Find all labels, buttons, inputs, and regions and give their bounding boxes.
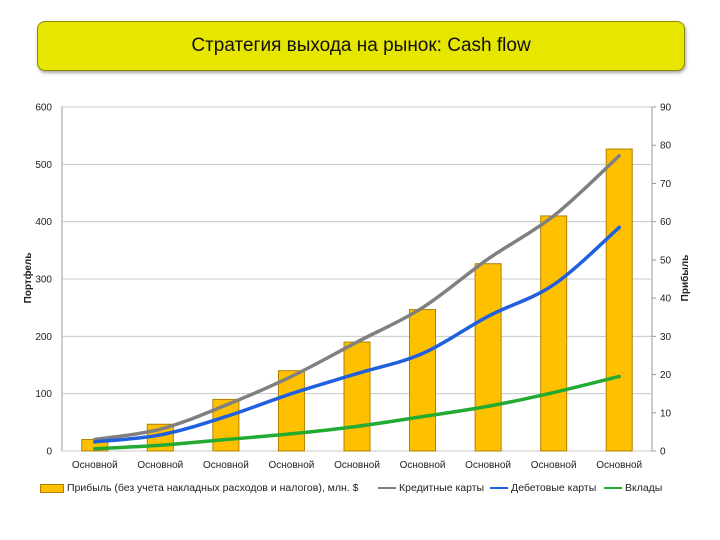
left-axis-title: Портфель bbox=[22, 253, 34, 304]
line-debit-cards bbox=[93, 225, 621, 444]
right-tick-label-30: 30 bbox=[660, 332, 672, 343]
legend-label-debit: Дебетовые карты bbox=[511, 482, 597, 494]
x-tick-label-8: Основной bbox=[531, 460, 577, 471]
x-tick-label-4: Основной bbox=[269, 460, 315, 471]
left-tick-label-400: 400 bbox=[35, 217, 52, 228]
bar-5 bbox=[343, 341, 371, 452]
x-tick-label-7: Основной bbox=[465, 460, 511, 471]
x-tick-label-2: Основной bbox=[137, 460, 183, 471]
bar-7 bbox=[474, 263, 502, 452]
bars-layer bbox=[81, 148, 633, 452]
right-tick-label-20: 20 bbox=[660, 370, 672, 381]
x-tick-label-3: Основной bbox=[203, 460, 249, 471]
right-tick-label-80: 80 bbox=[660, 141, 672, 152]
legend-item-credit: Кредитные карты bbox=[378, 482, 484, 494]
right-tick-label-60: 60 bbox=[660, 217, 672, 228]
right-tick-label-40: 40 bbox=[660, 294, 672, 305]
line-credit-cards bbox=[93, 153, 621, 442]
legend: Прибыль (без учета накладных расходов и … bbox=[40, 482, 700, 496]
legend-item-profit: Прибыль (без учета накладных расходов и … bbox=[40, 482, 358, 494]
left-tick-label-600: 600 bbox=[35, 103, 52, 114]
lines-layer bbox=[93, 153, 621, 451]
line-deposits bbox=[93, 374, 621, 451]
left-tick-label-500: 500 bbox=[35, 160, 52, 171]
legend-item-deposits: Вклады bbox=[604, 482, 662, 494]
right-tick-label-10: 10 bbox=[660, 408, 672, 419]
bar-6 bbox=[409, 309, 437, 452]
right-tick-label-50: 50 bbox=[660, 255, 672, 266]
legend-label-credit: Кредитные карты bbox=[399, 482, 485, 494]
bar-8 bbox=[540, 215, 568, 452]
left-tick-label-0: 0 bbox=[46, 447, 52, 458]
x-tick-label-5: Основной bbox=[334, 460, 380, 471]
chart-title: Стратегия выхода на рынок: Cash flow bbox=[37, 21, 685, 71]
left-tick-label-300: 300 bbox=[35, 275, 52, 286]
legend-item-debit: Дебетовые карты bbox=[490, 482, 596, 494]
legend-swatch-deposits bbox=[604, 487, 622, 489]
legend-swatch-profit bbox=[40, 483, 64, 493]
legend-swatch-credit bbox=[378, 487, 396, 489]
x-tick-label-6: Основной bbox=[400, 460, 446, 471]
axes-layer: 0 100 200 300 400 500 600 0 10 20 30 40 50 60 70 80 90 Ос… bbox=[35, 103, 671, 472]
x-tick-label-9: Основной bbox=[596, 460, 642, 471]
left-tick-label-200: 200 bbox=[35, 332, 52, 343]
right-axis-title: Прибыль bbox=[679, 255, 691, 302]
bar-9 bbox=[605, 148, 633, 452]
right-tick-label-0: 0 bbox=[660, 447, 666, 458]
right-tick-label-70: 70 bbox=[660, 179, 672, 190]
legend-label-profit: Прибыль (без учета накладных расходов и … bbox=[67, 482, 359, 494]
legend-label-deposits: Вклады bbox=[625, 482, 663, 494]
bar-4 bbox=[277, 370, 305, 452]
legend-swatch-debit bbox=[490, 487, 508, 489]
left-tick-label-100: 100 bbox=[35, 389, 52, 400]
right-tick-label-90: 90 bbox=[660, 103, 672, 114]
x-tick-label-1: Основной bbox=[72, 460, 118, 471]
